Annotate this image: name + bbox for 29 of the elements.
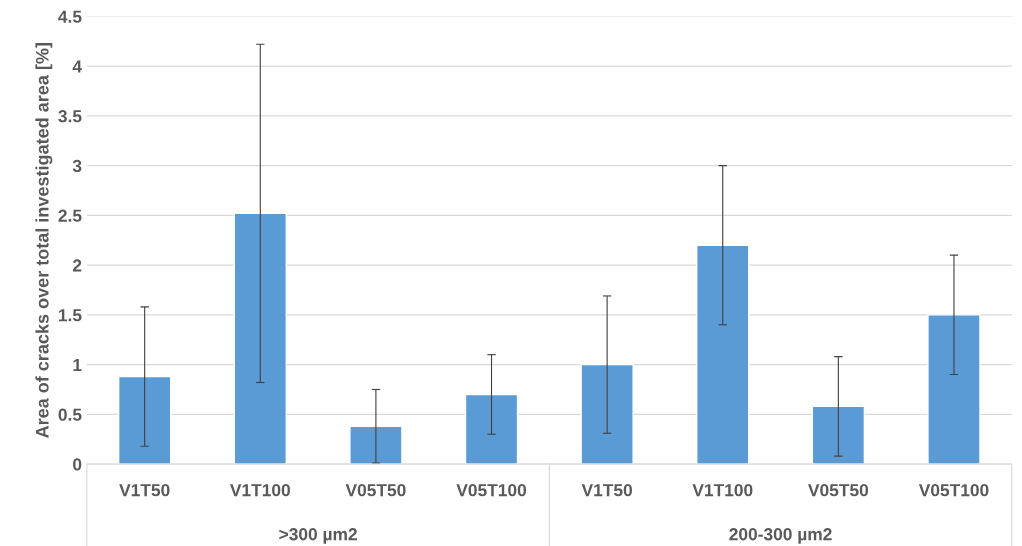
bar (811, 405, 866, 465)
y-tick-label: 3.5 (58, 110, 82, 123)
y-axis-title: Area of cracks over total investigated area [%] (35, 43, 53, 438)
bar (696, 244, 750, 465)
x-tick-label: V1T50 (581, 484, 632, 497)
text: >300 µm2 (279, 528, 357, 544)
y-tick-label: 2.5 (58, 209, 82, 222)
x-tick-label: V05T100 (918, 484, 989, 497)
bar (927, 314, 981, 465)
y-tick-label: 0 (73, 458, 82, 471)
text: 200-300 µm2 (729, 528, 832, 544)
bar (464, 393, 519, 465)
bar (117, 375, 172, 465)
y-tick-label: 3 (72, 159, 82, 173)
x-tick-label: V05T50 (345, 484, 406, 497)
y-tick-label: 1.5 (58, 309, 82, 322)
y-tick-label: 4 (72, 60, 82, 73)
x-tick-label: V1T100 (230, 484, 290, 497)
x-tick-label: V1T100 (692, 484, 753, 497)
x-tick-label: V05T100 (456, 484, 527, 497)
y-tick-label: 1 (73, 358, 82, 371)
bar (233, 212, 287, 465)
bar (349, 425, 403, 465)
y-tick-label: 4.5 (58, 10, 82, 23)
x-tick-label: V1T50 (119, 484, 170, 497)
y-tick-label: 0.5 (58, 408, 82, 421)
x-tick-label: V05T50 (808, 484, 869, 497)
y-tick-label: 2 (72, 259, 82, 272)
bar (580, 363, 634, 465)
